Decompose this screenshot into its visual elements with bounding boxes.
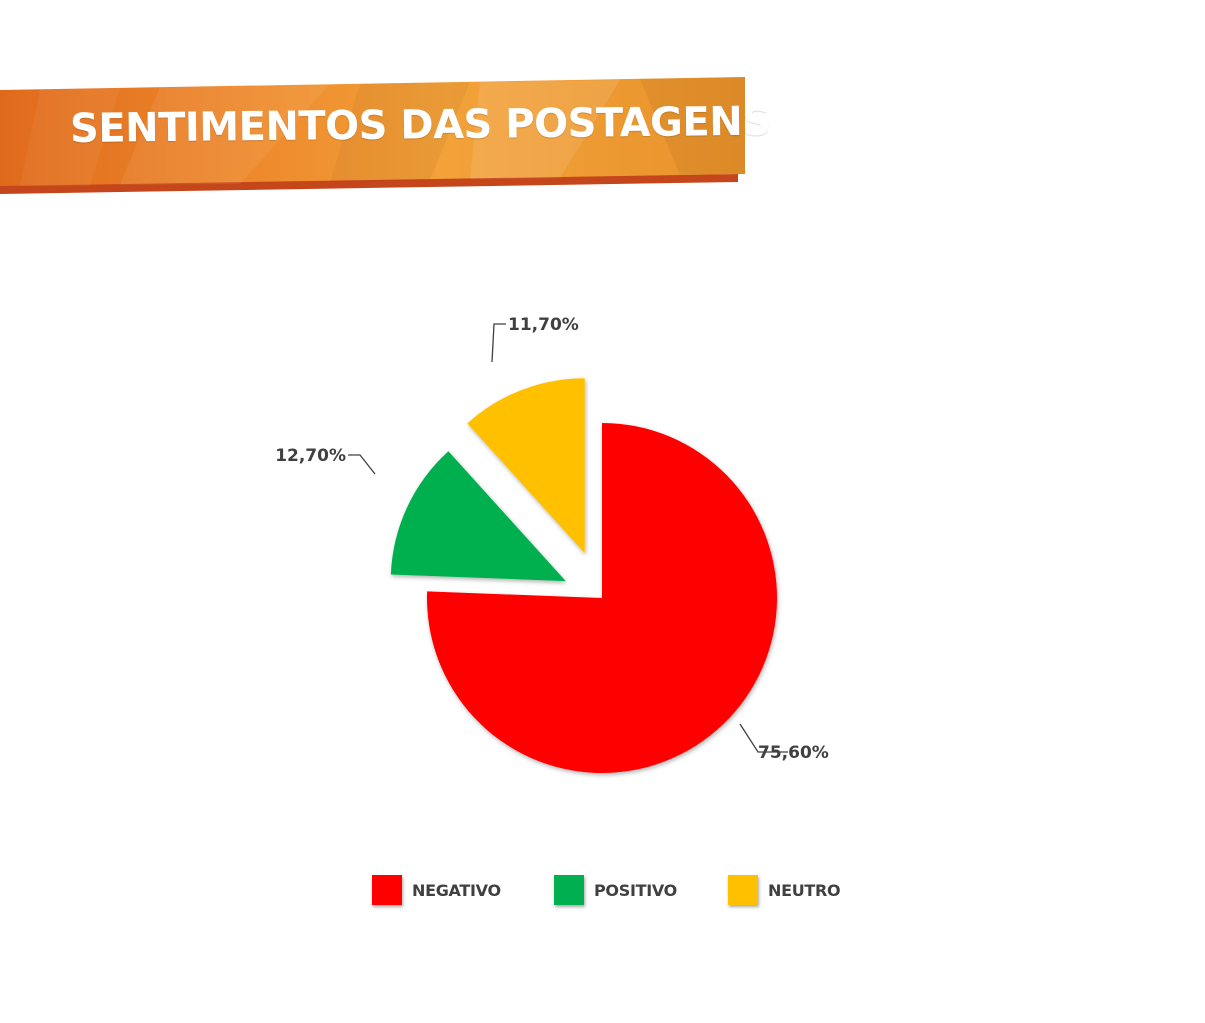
- legend-item-negativo: NEGATIVO: [372, 872, 501, 908]
- legend-swatch-negativo: [372, 875, 402, 905]
- legend-item-neutro: NEUTRO: [728, 872, 841, 908]
- data-label-positivo: 12,70%: [275, 446, 346, 466]
- pie-slice-neutro: [467, 378, 585, 554]
- legend-swatch-neutro: [728, 875, 758, 905]
- pie-slice-negativo: [427, 423, 777, 773]
- title-banner: [0, 72, 760, 202]
- legend-label-neutro: NEUTRO: [768, 880, 841, 900]
- leader-line-negativo: [739, 723, 788, 753]
- chart-legend: NEGATIVO POSITIVO NEUTRO: [372, 872, 852, 912]
- data-label-neutro: 11,70%: [508, 315, 579, 335]
- legend-item-positivo: POSITIVO: [554, 872, 677, 908]
- leader-line-neutro: [491, 323, 506, 363]
- legend-label-negativo: NEGATIVO: [412, 880, 501, 900]
- pie-slice-positivo: [390, 451, 566, 582]
- leader-line-positivo: [348, 454, 376, 475]
- banner-background: [0, 77, 745, 194]
- data-label-negativo: 75,60%: [758, 743, 829, 763]
- legend-swatch-positivo: [554, 875, 584, 905]
- legend-label-positivo: POSITIVO: [594, 880, 677, 900]
